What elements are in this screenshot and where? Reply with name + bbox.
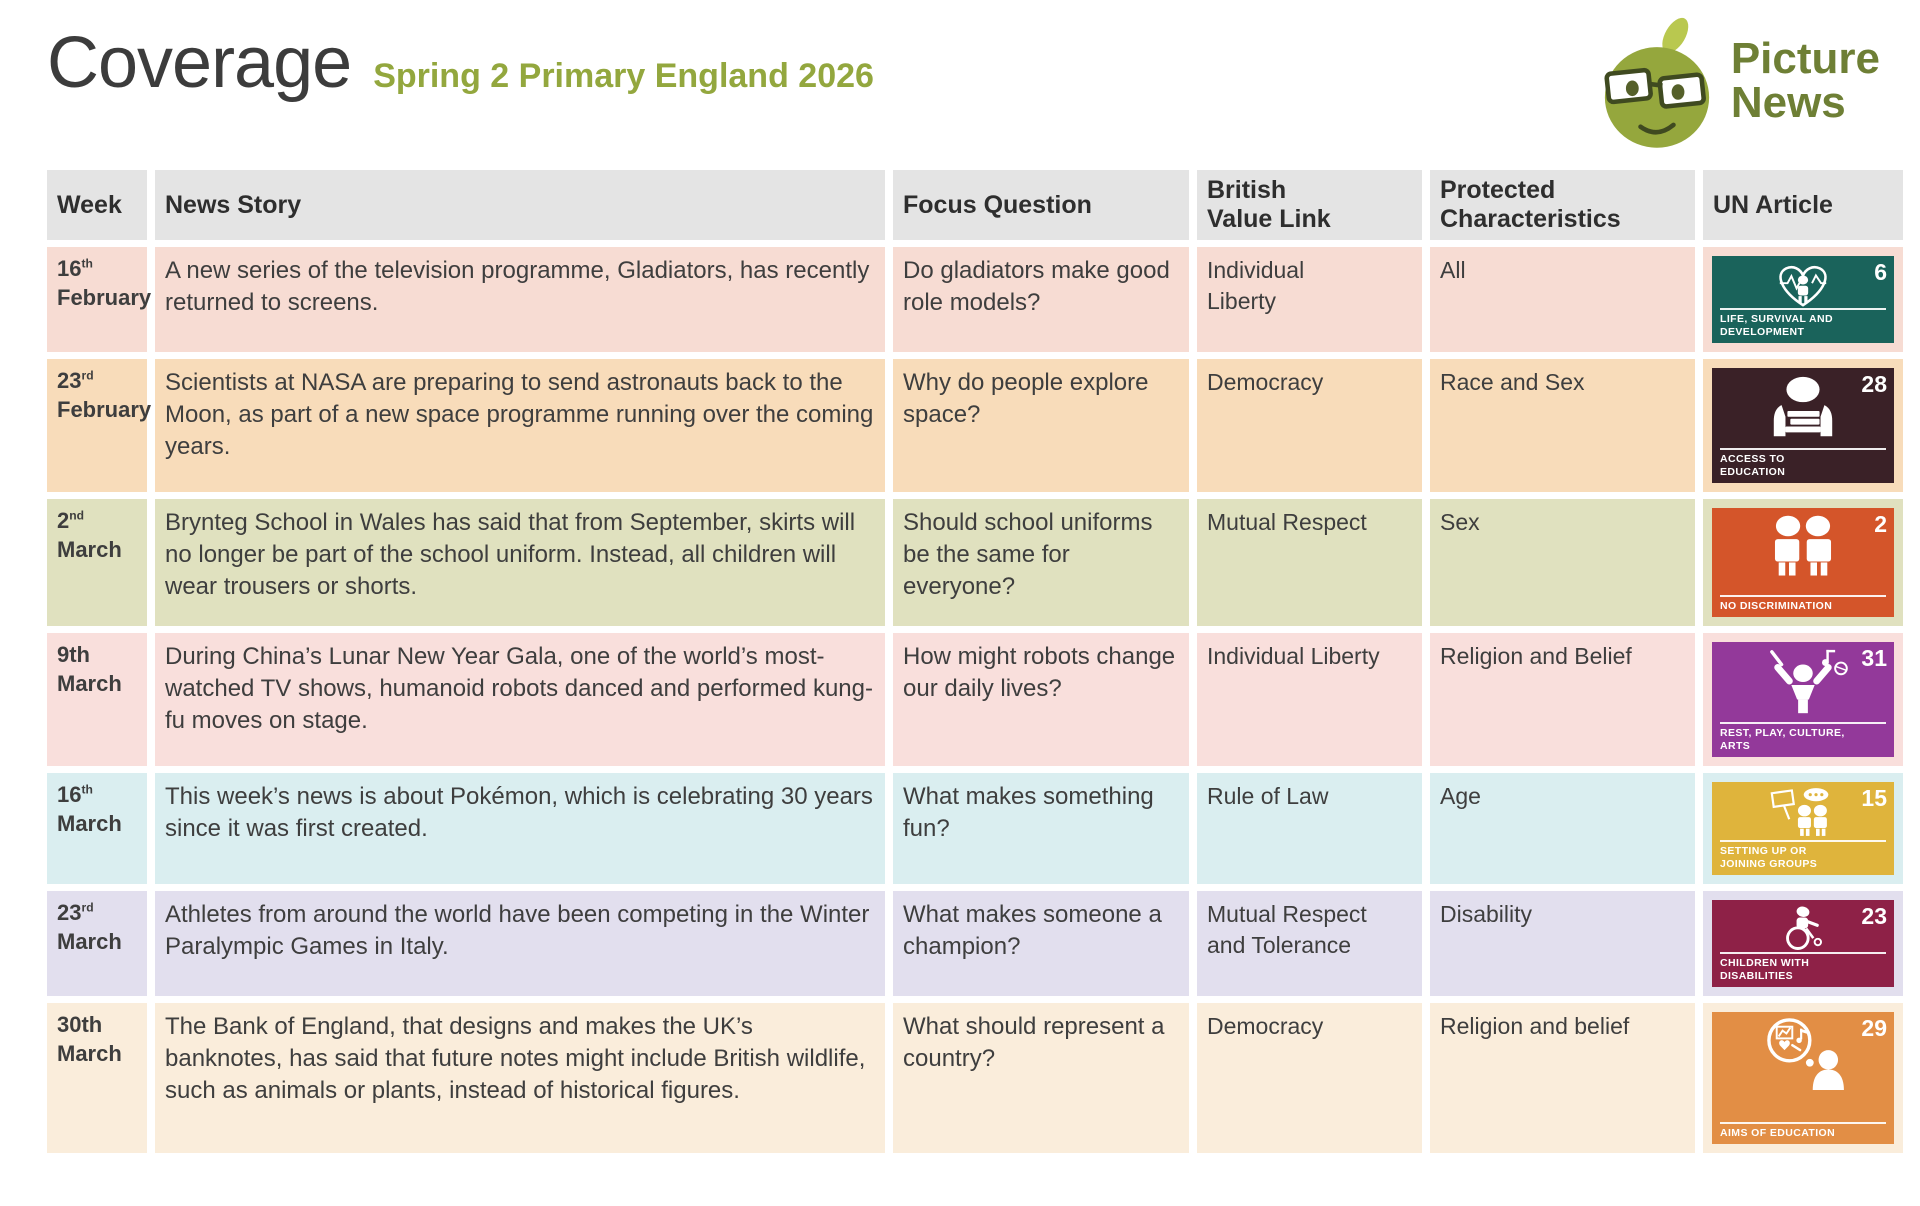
un-article-caption: ACCESS TO EDUCATION <box>1720 453 1786 478</box>
un-article-cell: 28 ACCESS TO EDUCATION <box>1703 359 1903 492</box>
news-story-cell: Scientists at NASA are preparing to send… <box>155 359 885 492</box>
news-story-cell: The Bank of England, that designs and ma… <box>155 1003 885 1153</box>
focus-question-cell: What should represent a country? <box>893 1003 1189 1153</box>
un-article-number: 15 <box>1861 785 1887 811</box>
no-discrimination-icon <box>1774 515 1832 576</box>
focus-question-cell: What makes something fun? <box>893 773 1189 884</box>
rest-play-culture-arts-icon <box>1770 649 1848 714</box>
caption-rule <box>1720 952 1886 955</box>
british-value-cell: Individual Liberty <box>1197 247 1422 352</box>
un-article-cell: 31 <box>1703 633 1903 766</box>
caption-rule <box>1720 1121 1886 1124</box>
protected-characteristics-cell: All <box>1430 247 1695 352</box>
header-cell-focus-question: Focus Question <box>893 170 1189 240</box>
caption-rule <box>1720 594 1886 597</box>
protected-characteristics-cell: Religion and belief <box>1430 1003 1695 1153</box>
un-article-caption: REST, PLAY, CULTURE, ARTS <box>1720 727 1845 752</box>
british-value-cell: Democracy <box>1197 1003 1422 1153</box>
focus-question-cell: Do gladiators make good role models? <box>893 247 1189 352</box>
un-article-caption: SETTING UP OR JOINING GROUPS <box>1720 845 1818 870</box>
un-article-number: 6 <box>1874 259 1887 285</box>
news-story-cell: During China’s Lunar New Year Gala, one … <box>155 633 885 766</box>
british-value-cell: Mutual Respect <box>1197 499 1422 626</box>
british-value-cell: Individual Liberty <box>1197 633 1422 766</box>
caption-rule <box>1720 722 1886 725</box>
children-with-disabilities-icon <box>1786 906 1823 950</box>
brand-name-line2: News <box>1730 78 1846 127</box>
un-article-card: 31 <box>1712 642 1894 757</box>
un-article-number: 29 <box>1861 1015 1887 1041</box>
british-value-cell: Democracy <box>1197 359 1422 492</box>
protected-characteristics-cell: Race and Sex <box>1430 359 1695 492</box>
protected-characteristics-cell: Age <box>1430 773 1695 884</box>
protected-characteristics-cell: Sex <box>1430 499 1695 626</box>
caption-rule <box>1720 308 1886 311</box>
un-article-caption: NO DISCRIMINATION <box>1720 599 1833 612</box>
un-article-caption: AIMS OF EDUCATION <box>1720 1126 1836 1139</box>
news-story-cell: A new series of the television programme… <box>155 247 885 352</box>
apple-mascot-icon <box>1604 17 1709 148</box>
header-cell-week: Week <box>47 170 147 240</box>
un-article-card: 6 LIFE, SURVIVAL AND DEVELOPMENT <box>1712 256 1894 343</box>
un-article-cell: 15 <box>1703 773 1903 884</box>
un-article-number: 28 <box>1861 371 1887 397</box>
protected-characteristics-cell: Religion and Belief <box>1430 633 1695 766</box>
un-article-card: 28 ACCESS TO EDUCATION <box>1712 368 1894 483</box>
caption-rule <box>1720 448 1886 451</box>
header-cell-news-story: News Story <box>155 170 885 240</box>
un-article-card: 15 <box>1712 782 1894 875</box>
news-story-cell: Brynteg School in Wales has said that fr… <box>155 499 885 626</box>
un-article-cell: 2 NO DISCRIMINATION <box>1703 499 1903 626</box>
focus-question-cell: What makes someone a champion? <box>893 891 1189 996</box>
life-survival-development-icon <box>1779 265 1827 307</box>
un-article-cell: 29 <box>1703 1003 1903 1153</box>
un-article-cell: 23 CHILDREN WITH DISABILITIES <box>1703 891 1903 996</box>
brand-logo: Picture News <box>1593 8 1880 154</box>
focus-question-cell: Should school uniforms be the same for e… <box>893 499 1189 626</box>
un-article-card: 2 NO DISCRIMINATION <box>1712 508 1894 617</box>
british-value-cell: Rule of Law <box>1197 773 1422 884</box>
un-article-number: 23 <box>1861 903 1887 929</box>
week-cell: 30th March <box>47 1003 147 1153</box>
title-block: Coverage Spring 2 Primary England 2026 <box>47 23 874 103</box>
page-subtitle: Spring 2 Primary England 2026 <box>373 57 874 95</box>
header-cell-protected-characteristics: Protected Characteristics <box>1430 170 1695 240</box>
setting-up-or-joining-groups-icon <box>1770 788 1829 836</box>
week-cell: 2nd March <box>47 499 147 626</box>
access-to-education-icon <box>1773 376 1833 437</box>
protected-characteristics-cell: Disability <box>1430 891 1695 996</box>
week-cell: 16th February <box>47 247 151 352</box>
un-article-caption: LIFE, SURVIVAL AND DEVELOPMENT <box>1720 313 1833 338</box>
week-cell: 16th March <box>47 773 147 884</box>
week-cell: 9th March <box>47 633 147 766</box>
page-title: Coverage <box>47 23 352 103</box>
un-article-card: 29 <box>1712 1012 1894 1144</box>
un-article-number: 31 <box>1861 645 1887 671</box>
header-cell-un-article: UN Article <box>1703 170 1903 240</box>
week-cell: 23rd February <box>47 359 151 492</box>
week-cell: 23rd March <box>47 891 147 996</box>
british-value-cell: Mutual Respect and Tolerance <box>1197 891 1422 996</box>
page-header: Coverage Spring 2 Primary England 2026 P… <box>47 17 1880 148</box>
header-cell-british-value: British Value Link <box>1197 170 1422 240</box>
un-article-number: 2 <box>1874 511 1887 537</box>
un-article-cell: 6 LIFE, SURVIVAL AND DEVELOPMENT <box>1703 247 1903 352</box>
news-story-cell: This week’s news is about Pokémon, which… <box>155 773 885 884</box>
focus-question-cell: How might robots change our daily lives? <box>893 633 1189 766</box>
brand-name: Picture News <box>1731 37 1880 125</box>
news-story-cell: Athletes from around the world have been… <box>155 891 885 996</box>
brand-name-line1: Picture <box>1730 34 1880 83</box>
un-article-caption: CHILDREN WITH DISABILITIES <box>1720 957 1810 982</box>
aims-of-education-icon <box>1767 1018 1844 1090</box>
caption-rule <box>1720 840 1886 843</box>
coverage-table: Week News Story Focus Question British V… <box>47 170 1903 1153</box>
un-article-card: 23 CHILDREN WITH DISABILITIES <box>1712 900 1894 987</box>
focus-question-cell: Why do people explore space? <box>893 359 1189 492</box>
